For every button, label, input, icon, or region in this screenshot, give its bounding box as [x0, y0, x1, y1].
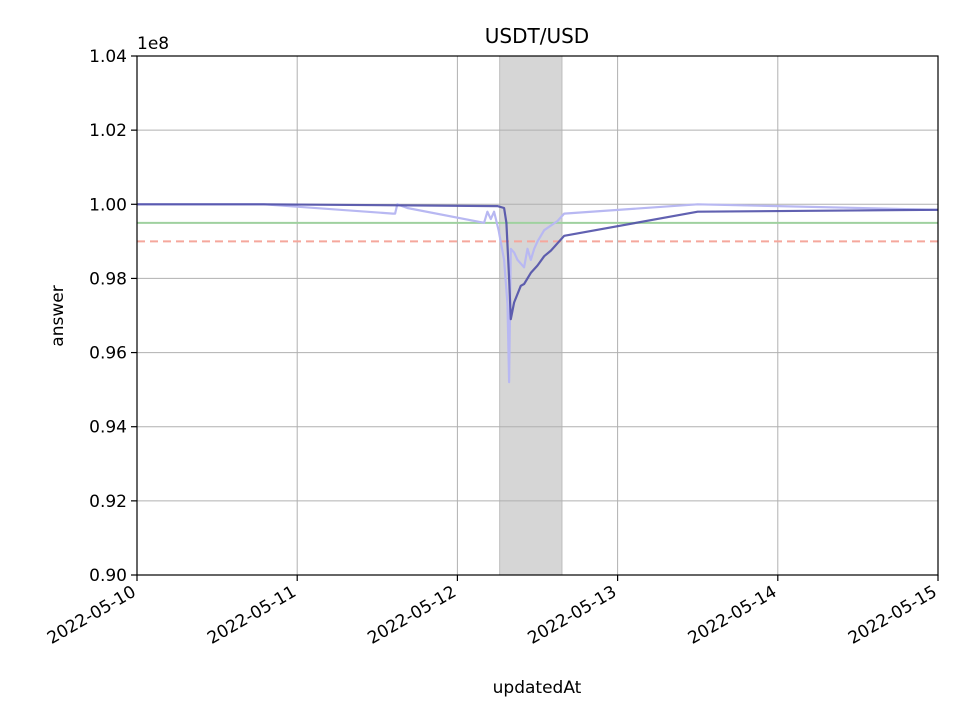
y-tick-label-1: 0.92: [89, 492, 127, 512]
reference-lines-layer: [137, 221, 938, 243]
y-tick-label-0: 0.90: [89, 566, 127, 586]
y-offset-text: 1e8: [137, 34, 169, 54]
y-tick-label-4: 0.98: [89, 269, 127, 289]
y-axis-label: answer: [48, 285, 68, 346]
series-line-1: [137, 203, 939, 321]
y-tick-label-6: 1.02: [89, 121, 127, 141]
y-tick-label-3: 0.96: [89, 344, 127, 364]
x-axis-label: updatedAt: [493, 678, 582, 698]
plot-frame: [136, 55, 939, 576]
y-tick-label-5: 1.00: [89, 195, 127, 215]
chart-title: USDT/USD: [485, 24, 589, 48]
y-tick-label-7: 1.04: [89, 47, 127, 67]
series-layer: [137, 203, 939, 384]
y-tick-label-2: 0.94: [89, 418, 127, 438]
